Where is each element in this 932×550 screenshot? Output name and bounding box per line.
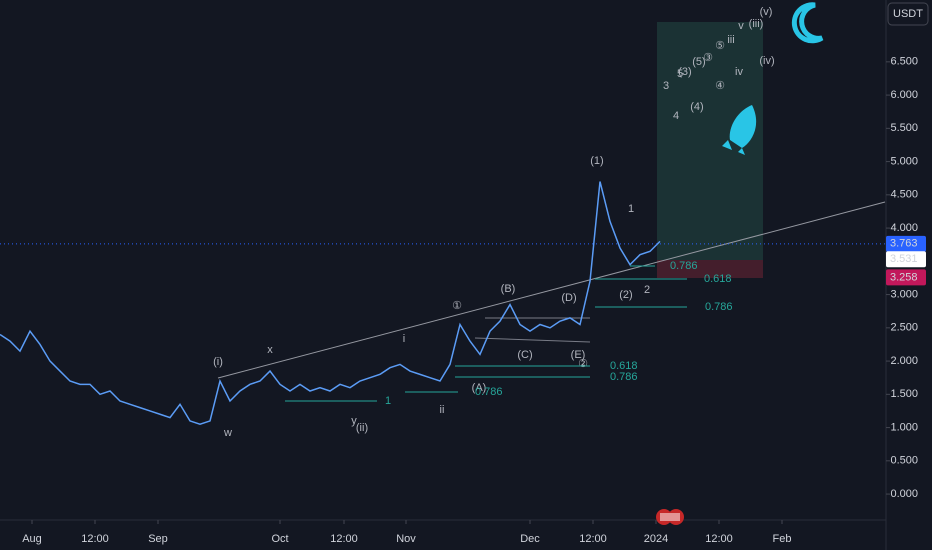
wave-label: (1) — [590, 155, 603, 167]
y-tick-label: 2.500 — [890, 322, 918, 334]
y-tick-label: 1.000 — [890, 421, 918, 433]
x-tick-label: Nov — [396, 533, 416, 545]
wave-label: ⑤ — [715, 40, 725, 52]
y-tick-label: 4.500 — [890, 189, 918, 201]
wave-label: ④ — [715, 80, 725, 92]
price-tag-label: 3.763 — [890, 238, 918, 250]
wave-label: v — [738, 20, 744, 32]
fib-label: 0.786 — [705, 301, 733, 313]
wave-label: ① — [452, 300, 462, 312]
wave-label: (iii) — [749, 18, 764, 30]
fib-label: 1 — [385, 395, 391, 407]
wave-label: (D) — [561, 292, 576, 304]
y-tick-label: 0.500 — [890, 455, 918, 467]
wave-label: ② — [578, 358, 588, 370]
x-tick-label: Oct — [271, 533, 288, 545]
wave-label: (v) — [760, 6, 773, 18]
x-tick-label: Aug — [22, 533, 42, 545]
wave-label: 2 — [644, 284, 650, 296]
x-tick-label: Feb — [773, 533, 792, 545]
flag-icon — [656, 509, 684, 525]
fib-label: 0.786 — [475, 386, 503, 398]
fib-label: 0.786 — [670, 260, 698, 272]
fib-label: 0.618 — [704, 273, 732, 285]
currency-button[interactable] — [887, 2, 929, 26]
wave-label: (A) — [472, 382, 487, 394]
trend-line — [217, 201, 886, 379]
wave-label: x — [267, 344, 273, 356]
wave-label: y — [351, 415, 357, 427]
x-tick-label: 2024 — [644, 533, 668, 545]
fib-label: 0.618 — [610, 360, 638, 372]
x-tick-label: 12:00 — [705, 533, 733, 545]
wave-label: (E) — [571, 349, 586, 361]
wave-label: (i) — [213, 356, 223, 368]
wave-label: i — [403, 333, 405, 345]
price-tag-label: 3.531 — [890, 253, 918, 265]
wave-label: 1 — [628, 203, 634, 215]
x-tick-label: 12:00 — [330, 533, 358, 545]
x-tick-label: Sep — [148, 533, 168, 545]
rocket-icon — [722, 105, 757, 155]
price-tag-label: 3.258 — [890, 271, 918, 283]
wave-label: ③ — [703, 52, 713, 64]
wave-label: w — [223, 427, 232, 439]
currency-label: USDT — [893, 8, 923, 20]
y-tick-label: 1.500 — [890, 388, 918, 400]
y-tick-label: 4.000 — [890, 222, 918, 234]
wave-label: (iv) — [759, 55, 774, 67]
price-tag — [886, 235, 926, 252]
wave-label: (ii) — [356, 422, 368, 434]
x-tick-label: 12:00 — [81, 533, 109, 545]
triangle-line — [474, 337, 591, 343]
wave-label: iii — [727, 34, 734, 46]
y-tick-label: 6.500 — [890, 56, 918, 68]
wave-label: ii — [440, 404, 445, 416]
wave-label: 3 — [663, 80, 669, 92]
wave-label: (4) — [690, 101, 703, 113]
fib-label: 0.786 — [610, 371, 638, 383]
price-tag — [886, 269, 926, 286]
y-tick-label: 6.000 — [890, 89, 918, 101]
stop-zone — [657, 260, 763, 278]
y-tick-label: 0.000 — [890, 488, 918, 500]
moon-icon — [791, 2, 824, 44]
wave-label: (B) — [501, 283, 516, 295]
price-line — [0, 181, 661, 426]
x-tick-label: 12:00 — [579, 533, 607, 545]
wave-label: (2) — [619, 289, 632, 301]
y-tick-label: 2.000 — [890, 355, 918, 367]
price-tag — [886, 251, 926, 268]
wave-label: 4 — [673, 110, 679, 122]
y-tick-label: 5.000 — [890, 155, 918, 167]
wave-label: (3) — [678, 66, 691, 78]
y-tick-label: 3.000 — [890, 288, 918, 300]
y-tick-label: 5.500 — [890, 122, 918, 134]
wave-label: (5) — [692, 56, 705, 68]
wave-label: (C) — [517, 349, 532, 361]
wave-label: 5 — [677, 68, 683, 80]
x-tick-label: Dec — [520, 533, 540, 545]
wave-label: iv — [735, 66, 743, 78]
